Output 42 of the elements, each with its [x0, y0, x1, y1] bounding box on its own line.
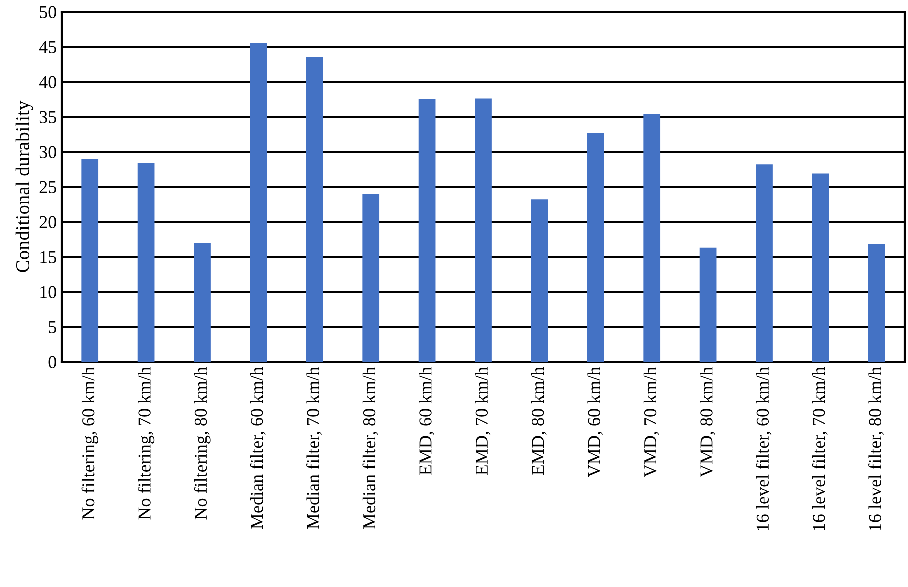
x-tick-label: VMD, 70 km/h	[644, 367, 660, 478]
x-tick-label: Median filter, 70 km/h	[306, 367, 322, 530]
x-tick-label: Median filter, 80 km/h	[362, 367, 378, 530]
bar	[531, 200, 548, 362]
bar	[138, 163, 155, 362]
y-tick-label: 10	[40, 286, 56, 298]
bar	[250, 44, 268, 362]
x-tick-label: EMD, 60 km/h	[419, 367, 434, 476]
bar	[306, 58, 324, 362]
x-tick-label: VMD, 60 km/h	[588, 367, 604, 478]
x-tick-label: 16 level filter, 70 km/h	[812, 367, 828, 531]
y-axis-title: Conditional durability	[16, 100, 34, 272]
bar	[644, 114, 661, 362]
bar	[587, 133, 604, 362]
x-tick-label: No filtering, 70 km/h	[138, 367, 155, 520]
y-tick-label: 40	[39, 76, 56, 88]
y-tick-label: 5	[49, 321, 56, 334]
y-tick-label: 50	[40, 6, 56, 18]
bar	[194, 243, 211, 362]
y-tick-label: 15	[40, 251, 56, 264]
x-tick-label: 16 level filter, 60 km/h	[756, 367, 772, 531]
bar	[475, 98, 492, 362]
y-tick-label: 25	[40, 181, 56, 194]
y-tick-label: 45	[39, 41, 56, 54]
bar	[868, 244, 886, 362]
bar	[82, 159, 99, 362]
x-tick-label: EMD, 70 km/h	[475, 367, 491, 476]
y-tick-label: 35	[40, 111, 56, 124]
x-tick-label: No filtering, 60 km/h	[82, 367, 98, 520]
y-tick-label: 20	[40, 216, 56, 228]
x-tick-label: No filtering, 80 km/h	[194, 367, 211, 520]
y-tick-label: 30	[40, 146, 56, 158]
x-tick-label: VMD, 80 km/h	[700, 367, 716, 478]
bar	[362, 194, 380, 362]
bar	[418, 100, 436, 362]
bar	[700, 248, 717, 362]
bar	[812, 174, 830, 362]
y-tick-label: 0	[48, 356, 56, 368]
bar	[756, 164, 773, 362]
x-tick-label: Median filter, 60 km/h	[250, 367, 266, 530]
x-tick-label: 16 level filter, 80 km/h	[868, 367, 884, 531]
x-tick-label: EMD, 80 km/h	[532, 367, 547, 476]
